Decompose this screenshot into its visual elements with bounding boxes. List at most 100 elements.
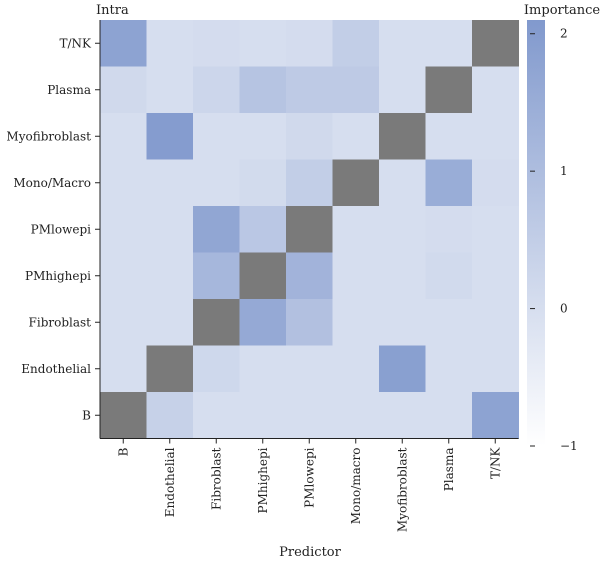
x-tick-label: Plasma (442, 448, 456, 492)
heatmap-cell (332, 299, 380, 346)
heatmap-cell (146, 345, 194, 393)
heatmap-cell (239, 20, 287, 67)
heatmap-cell (100, 20, 147, 67)
heatmap-cell (332, 206, 380, 253)
heatmap-cell (100, 113, 147, 160)
x-tick-label: T/NK (488, 446, 502, 479)
heatmap-cell (193, 159, 240, 207)
heatmap-cell (193, 66, 240, 114)
heatmap-cell (239, 392, 287, 439)
colorbar-gradient (527, 20, 545, 446)
heatmap-cell (425, 159, 473, 207)
heatmap-cell (472, 66, 519, 114)
colorbar-tick-label: 0 (560, 302, 568, 316)
heatmap-cell (146, 299, 194, 346)
heatmap-cell (100, 299, 147, 346)
colorbar-tick-label: −1 (560, 439, 578, 453)
heatmap-cell (146, 206, 194, 253)
heatmap-cell (239, 159, 287, 207)
heatmap-cell (379, 66, 426, 114)
heatmap-cell (425, 299, 473, 346)
heatmap-cell (193, 252, 240, 300)
heatmap-cell (425, 66, 473, 114)
heatmap-cell (472, 299, 519, 346)
heatmap-cell (379, 113, 426, 160)
heatmap-cells (100, 20, 519, 439)
y-tick-label: PMhighepi (25, 269, 91, 283)
y-tick-label: Plasma (47, 83, 91, 97)
heatmap-cell (472, 159, 519, 207)
heatmap-cell (239, 299, 287, 346)
colorbar-tick-label: 2 (560, 27, 568, 41)
heatmap-cell (239, 113, 287, 160)
heatmap-cell (332, 113, 380, 160)
heatmap-cell (146, 392, 194, 439)
heatmap-cell (379, 392, 426, 439)
heatmap-cell (286, 206, 333, 253)
y-tick-label: T/NK (59, 36, 92, 50)
y-tick-label: B (82, 408, 91, 422)
heatmap-cell (472, 345, 519, 393)
heatmap-cell (379, 252, 426, 300)
heatmap-cell (332, 345, 380, 393)
heatmap-cell (100, 345, 147, 393)
x-axis-title: Predictor (279, 545, 341, 560)
heatmap-cell (425, 392, 473, 439)
x-tick-label: Mono/macro (349, 448, 363, 525)
heatmap-cell (332, 66, 380, 114)
heatmap-cell (425, 345, 473, 393)
heatmap-cell (146, 20, 194, 67)
heatmap-cell (379, 206, 426, 253)
heatmap-cell (286, 66, 333, 114)
heatmap-cell (193, 20, 240, 67)
colorbar: 2 1 0 −1 (527, 20, 578, 453)
heatmap-cell (379, 20, 426, 67)
heatmap-cell (239, 66, 287, 114)
x-tick-label: Myofibroblast (395, 447, 409, 532)
heatmap-cell (472, 20, 519, 67)
x-axis: B Endothelial Fibroblast PMhighepi PMlowepi M… (100, 438, 519, 532)
heatmap-cell (472, 392, 519, 439)
heatmap-cell (286, 252, 333, 300)
heatmap-cell (193, 345, 240, 393)
heatmap-cell (193, 299, 240, 346)
y-tick-label: Endothelial (21, 362, 91, 376)
heatmap-cell (379, 159, 426, 207)
y-tick-label: PMlowepi (31, 222, 91, 236)
colorbar-title: Importance (524, 3, 600, 18)
heatmap-cell (425, 20, 473, 67)
heatmap-cell (286, 20, 333, 67)
x-tick-label: PMhighepi (256, 447, 270, 513)
heatmap-cell (332, 20, 380, 67)
heatmap-cell (193, 113, 240, 160)
x-tick-label: Endothelial (163, 447, 177, 517)
heatmap-cell (193, 392, 240, 439)
heatmap-cell (286, 345, 333, 393)
y-tick-label: Myofibroblast (6, 129, 91, 143)
y-tick-label: Mono/Macro (13, 176, 91, 190)
heatmap-cell (332, 392, 380, 439)
heatmap-cell (425, 252, 473, 300)
y-axis: T/NK Plasma Myofibroblast Mono/Macro PMlowep… (6, 20, 101, 439)
heatmap-cell (332, 159, 380, 207)
colorbar-tick-label: 1 (560, 164, 568, 178)
heatmap-cell (146, 159, 194, 207)
heatmap-cell (286, 113, 333, 160)
heatmap-cell (472, 206, 519, 253)
heatmap-cell (100, 66, 147, 114)
heatmap-cell (100, 392, 147, 439)
heatmap-cell (146, 113, 194, 160)
heatmap-cell (425, 113, 473, 160)
x-tick-label: Fibroblast (209, 447, 223, 510)
heatmap-cell (286, 392, 333, 439)
heatmap-cell (146, 252, 194, 300)
x-tick-label: PMlowepi (302, 447, 316, 507)
heatmap-cell (100, 252, 147, 300)
heatmap-cell (425, 206, 473, 253)
heatmap-cell (286, 299, 333, 346)
heatmap-cell (239, 345, 287, 393)
x-tick-label: B (116, 447, 130, 456)
heatmap-cell (286, 159, 333, 207)
heatmap-cell (239, 206, 287, 253)
